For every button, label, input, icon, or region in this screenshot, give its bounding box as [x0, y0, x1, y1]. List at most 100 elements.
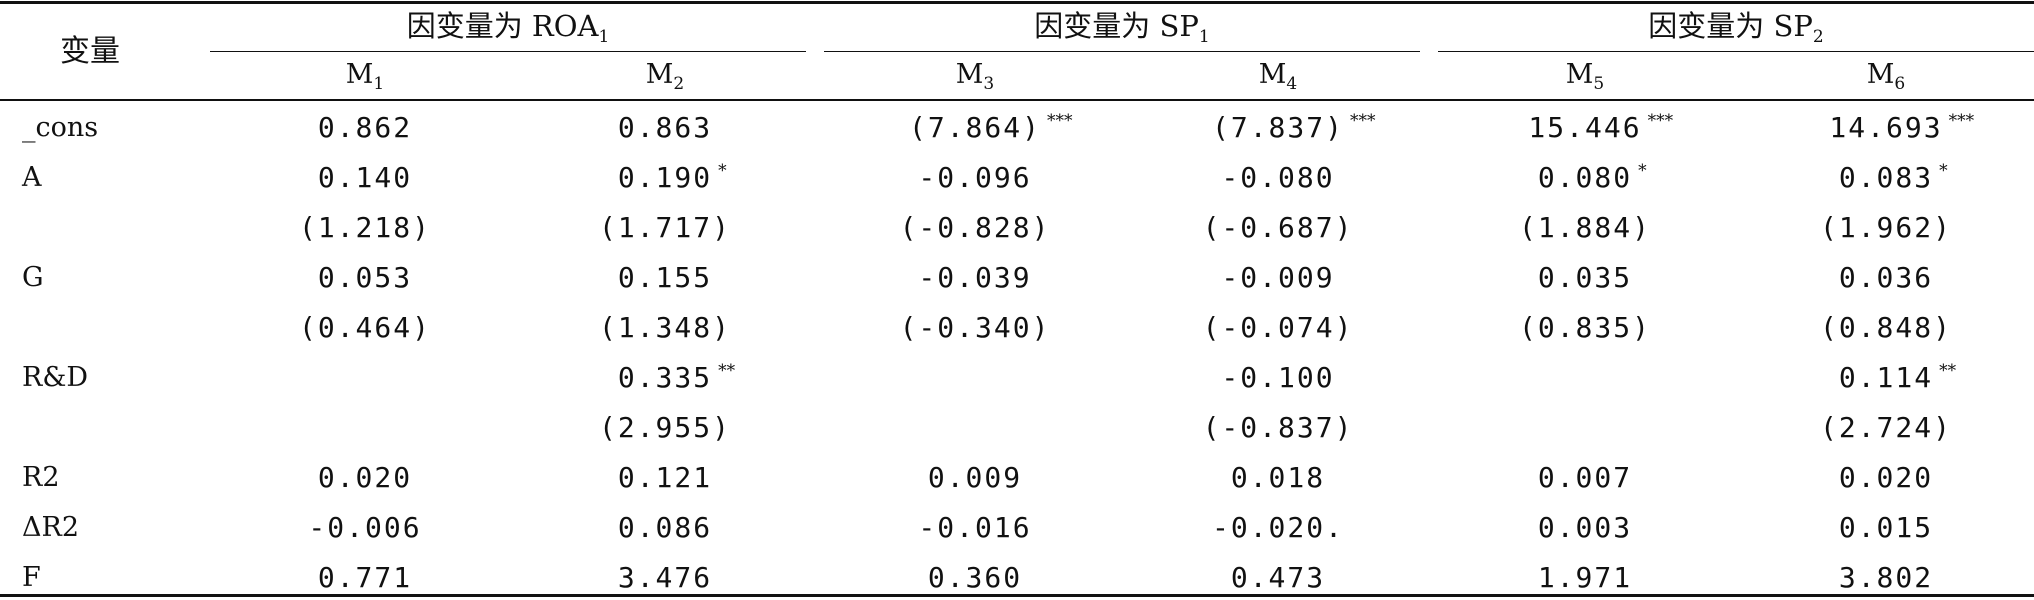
- row-label: _cons: [22, 112, 99, 143]
- model-header-subscript: 6: [1894, 74, 1906, 94]
- table-cell: 0.190 *: [555, 161, 775, 195]
- cell-value: -0.080: [1221, 161, 1335, 194]
- table-cell: -0.020.: [1168, 511, 1388, 545]
- group-header-text: 因变量为 SP: [1648, 9, 1813, 43]
- table-cell: (0.835): [1475, 311, 1695, 345]
- cell-value: (1.218): [298, 211, 431, 244]
- significance-stars: ***: [1350, 111, 1376, 131]
- cell-value: (2.724): [1819, 411, 1952, 444]
- cell-value: (1.884): [1518, 211, 1651, 244]
- model-header-subscript: 5: [1593, 74, 1605, 94]
- table-cell: (1.717): [555, 211, 775, 245]
- cell-value: 0.020: [317, 461, 413, 494]
- table-top-rule: [0, 1, 2034, 4]
- cell-value: 0.036: [1838, 261, 1934, 294]
- table-cell: 0.114 **: [1776, 361, 1996, 395]
- table-cell: 0.473: [1168, 561, 1388, 595]
- variable-column-header: 变量: [60, 34, 120, 69]
- cell-value: -0.020.: [1211, 511, 1344, 544]
- cell-value: (-0.837): [1202, 411, 1354, 444]
- cell-value: 0.080 *: [1538, 161, 1647, 194]
- model-header-letter: M: [955, 59, 984, 90]
- row-label: A: [22, 162, 42, 193]
- model-header-m2: M2: [565, 58, 765, 94]
- cell-value: -0.009: [1221, 261, 1335, 294]
- cell-value: (2.955): [598, 411, 731, 444]
- cell-value: 0.121: [617, 461, 713, 494]
- model-header-letter: M: [1866, 59, 1895, 90]
- significance-stars: **: [1939, 361, 1957, 381]
- table-bottom-rule: [0, 594, 2034, 597]
- table-cell: (-0.340): [865, 311, 1085, 345]
- table-cell: (2.724): [1776, 411, 1996, 445]
- group-header-sp1: 因变量为 SP1: [824, 8, 1420, 46]
- model-header-m3: M3: [875, 58, 1075, 93]
- model-header-subscript: 1: [373, 74, 385, 94]
- cell-value: 0.360: [927, 561, 1023, 594]
- row-label: G: [22, 262, 44, 293]
- cell-value: 0.053: [317, 261, 413, 294]
- significance-stars: ***: [1047, 111, 1073, 131]
- group-header-subscript: 2: [1812, 27, 1824, 47]
- cell-value: (-0.687): [1202, 211, 1354, 244]
- table-cell: 0.080 *: [1475, 161, 1695, 195]
- group-header-sp2: 因变量为 SP2: [1438, 8, 2034, 47]
- significance-stars: ***: [1948, 111, 1975, 131]
- cell-value: 0.771: [317, 561, 413, 594]
- group-header-text: 因变量为 ROA: [406, 9, 599, 43]
- table-cell: 0.053: [255, 261, 475, 295]
- table-cell: 0.003: [1475, 511, 1695, 545]
- table-cell: (1.884): [1475, 211, 1695, 245]
- group-header-roa1: 因变量为 ROA1: [210, 8, 806, 47]
- table-cell: -0.009: [1168, 261, 1388, 295]
- table-cell: (2.955): [555, 411, 775, 445]
- row-label: R&D: [22, 362, 89, 393]
- table-cell: (0.464): [255, 311, 475, 345]
- cell-value: (1.348): [598, 311, 731, 344]
- table-cell: 0.020: [255, 461, 475, 495]
- cell-value: (0.835): [1518, 311, 1651, 344]
- significance-stars: ***: [1647, 111, 1674, 131]
- table-cell: (-0.687): [1168, 211, 1388, 245]
- table-cell: 1.971: [1475, 561, 1695, 595]
- table-cell: 0.121: [555, 461, 775, 495]
- model-header-subscript: 2: [673, 74, 685, 94]
- cell-value: 0.114 **: [1839, 361, 1956, 394]
- table-cell: (-0.074): [1168, 311, 1388, 345]
- cell-value: 0.083 *: [1839, 161, 1948, 194]
- model-header-m4: M4: [1178, 58, 1378, 94]
- table-cell: 0.360: [865, 561, 1085, 595]
- significance-stars: *: [718, 161, 727, 181]
- model-header-letter: M: [1565, 59, 1594, 90]
- table-header-rule: [0, 99, 2034, 101]
- table-cell: 0.771: [255, 561, 475, 595]
- cell-value: 0.009: [927, 461, 1023, 494]
- cell-value: (1.717): [598, 211, 731, 244]
- table-cell: 0.083 *: [1776, 161, 1996, 195]
- table-cell: -0.100: [1168, 361, 1388, 395]
- row-label: ΔR2: [22, 512, 80, 543]
- group-underline-3: [1438, 51, 2034, 52]
- cell-value: 0.003: [1537, 511, 1633, 544]
- table-cell: 0.015: [1776, 511, 1996, 545]
- cell-value: 0.015: [1838, 511, 1934, 544]
- table-cell: -0.016: [865, 511, 1085, 545]
- model-header-subscript: 4: [1286, 74, 1298, 94]
- cell-value: (0.848): [1819, 311, 1952, 344]
- cell-value: 0.335 **: [618, 361, 735, 394]
- cell-value: (-0.828): [899, 211, 1051, 244]
- significance-stars: *: [1638, 161, 1647, 181]
- table-cell: 15.446 ***: [1475, 111, 1695, 145]
- cell-value: 0.007: [1537, 461, 1633, 494]
- row-label: R2: [22, 462, 60, 493]
- group-header-subscript: 1: [598, 27, 610, 47]
- cell-value: 0.140: [317, 161, 413, 194]
- cell-value: -0.100: [1221, 361, 1335, 394]
- cell-value: 0.035: [1537, 261, 1633, 294]
- model-header-m1: M1: [265, 58, 465, 94]
- table-cell: 3.802: [1776, 561, 1996, 595]
- cell-value: 3.476: [617, 561, 713, 594]
- table-cell: (7.864) ***: [865, 111, 1085, 145]
- cell-value: (7.837) ***: [1212, 111, 1376, 144]
- cell-value: 0.862: [317, 111, 413, 144]
